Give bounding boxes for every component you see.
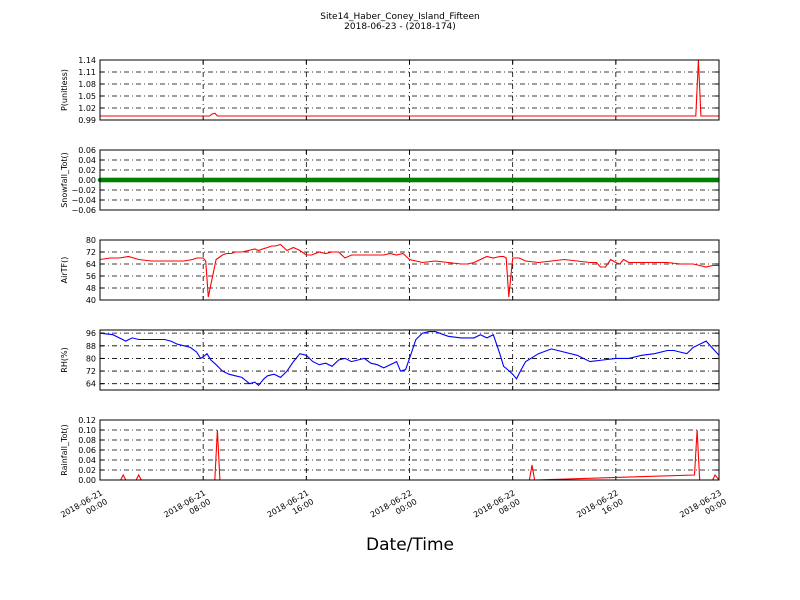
y-tick-label: 0.99 (78, 116, 96, 125)
y-axis-label: AirTF() (60, 257, 69, 284)
chart-title: Site14_Haber_Coney_Island_Fifteen (320, 12, 479, 22)
y-tick-label: 0.04 (78, 156, 96, 165)
plot-frame (99, 329, 720, 391)
y-tick-label: 0.08 (78, 436, 96, 445)
y-tick-label: 96 (86, 329, 96, 338)
plot-frame (99, 149, 720, 211)
y-tick-label: 48 (86, 284, 96, 293)
y-tick-label: 0.00 (78, 176, 96, 185)
plot-frame (99, 239, 720, 301)
y-tick-label: 1.11 (78, 68, 96, 77)
y-tick-label: 0.06 (78, 146, 96, 155)
y-tick-label: 80 (86, 354, 96, 363)
y-tick-label: 80 (86, 236, 96, 245)
subplot-1: 0.99 1.02 1.05 1.08 1.11 1.14 P(unitless) (60, 56, 720, 125)
y-tick-label: 64 (86, 380, 96, 389)
series-line (100, 331, 719, 387)
y-tick-label: 0.00 (78, 476, 96, 485)
subplot-5: 0.000.020.040.060.080.100.12 Rainfall_Tot… (60, 416, 720, 485)
y-tick-label: 88 (86, 342, 96, 351)
y-tick-label: 72 (86, 248, 96, 257)
y-tick-label: −0.02 (71, 186, 96, 195)
y-tick-label: 64 (86, 260, 96, 269)
y-axis-label: RH(%) (60, 347, 69, 372)
y-tick-label: −0.04 (71, 196, 96, 205)
plot-frame (99, 419, 720, 481)
y-axis-label: Snowfall_Tot() (60, 152, 69, 208)
plot-frame (99, 59, 720, 121)
y-tick-label: 1.08 (78, 80, 96, 89)
y-tick-label: 0.12 (78, 416, 96, 425)
subplot-2: −0.06−0.04−0.020.000.020.040.06 Snowfall_… (60, 146, 720, 215)
y-tick-label: 40 (86, 296, 96, 305)
y-tick-label: 0.10 (78, 426, 96, 435)
y-axis-label: P(unitless) (60, 69, 69, 111)
y-tick-label: 1.05 (78, 92, 96, 101)
y-tick-label: 0.02 (78, 166, 96, 175)
y-tick-label: 0.06 (78, 446, 96, 455)
x-axis-label: Date/Time (366, 535, 454, 555)
y-tick-label: 72 (86, 367, 96, 376)
subplot-3: 40 48 56 64 72 80 AirTF() (60, 236, 720, 305)
y-tick-label: 1.14 (78, 56, 96, 65)
series-line (100, 243, 719, 298)
y-tick-label: 56 (86, 272, 96, 281)
subplots: 0.99 1.02 1.05 1.08 1.11 1.14 P(unitless) −0.06… (60, 56, 720, 485)
y-tick-label: −0.06 (71, 206, 96, 215)
y-tick-label: 1.02 (78, 104, 96, 113)
chart-subtitle: 2018-06-23 - (2018-174) (344, 22, 456, 32)
y-axis-label: Rainfall_Tot() (60, 424, 69, 476)
y-tick-label: 0.04 (78, 456, 96, 465)
y-tick-label: 0.02 (78, 466, 96, 475)
series-line (100, 60, 719, 117)
subplot-4: 64 72 80 88 96 RH(%) (60, 329, 720, 391)
